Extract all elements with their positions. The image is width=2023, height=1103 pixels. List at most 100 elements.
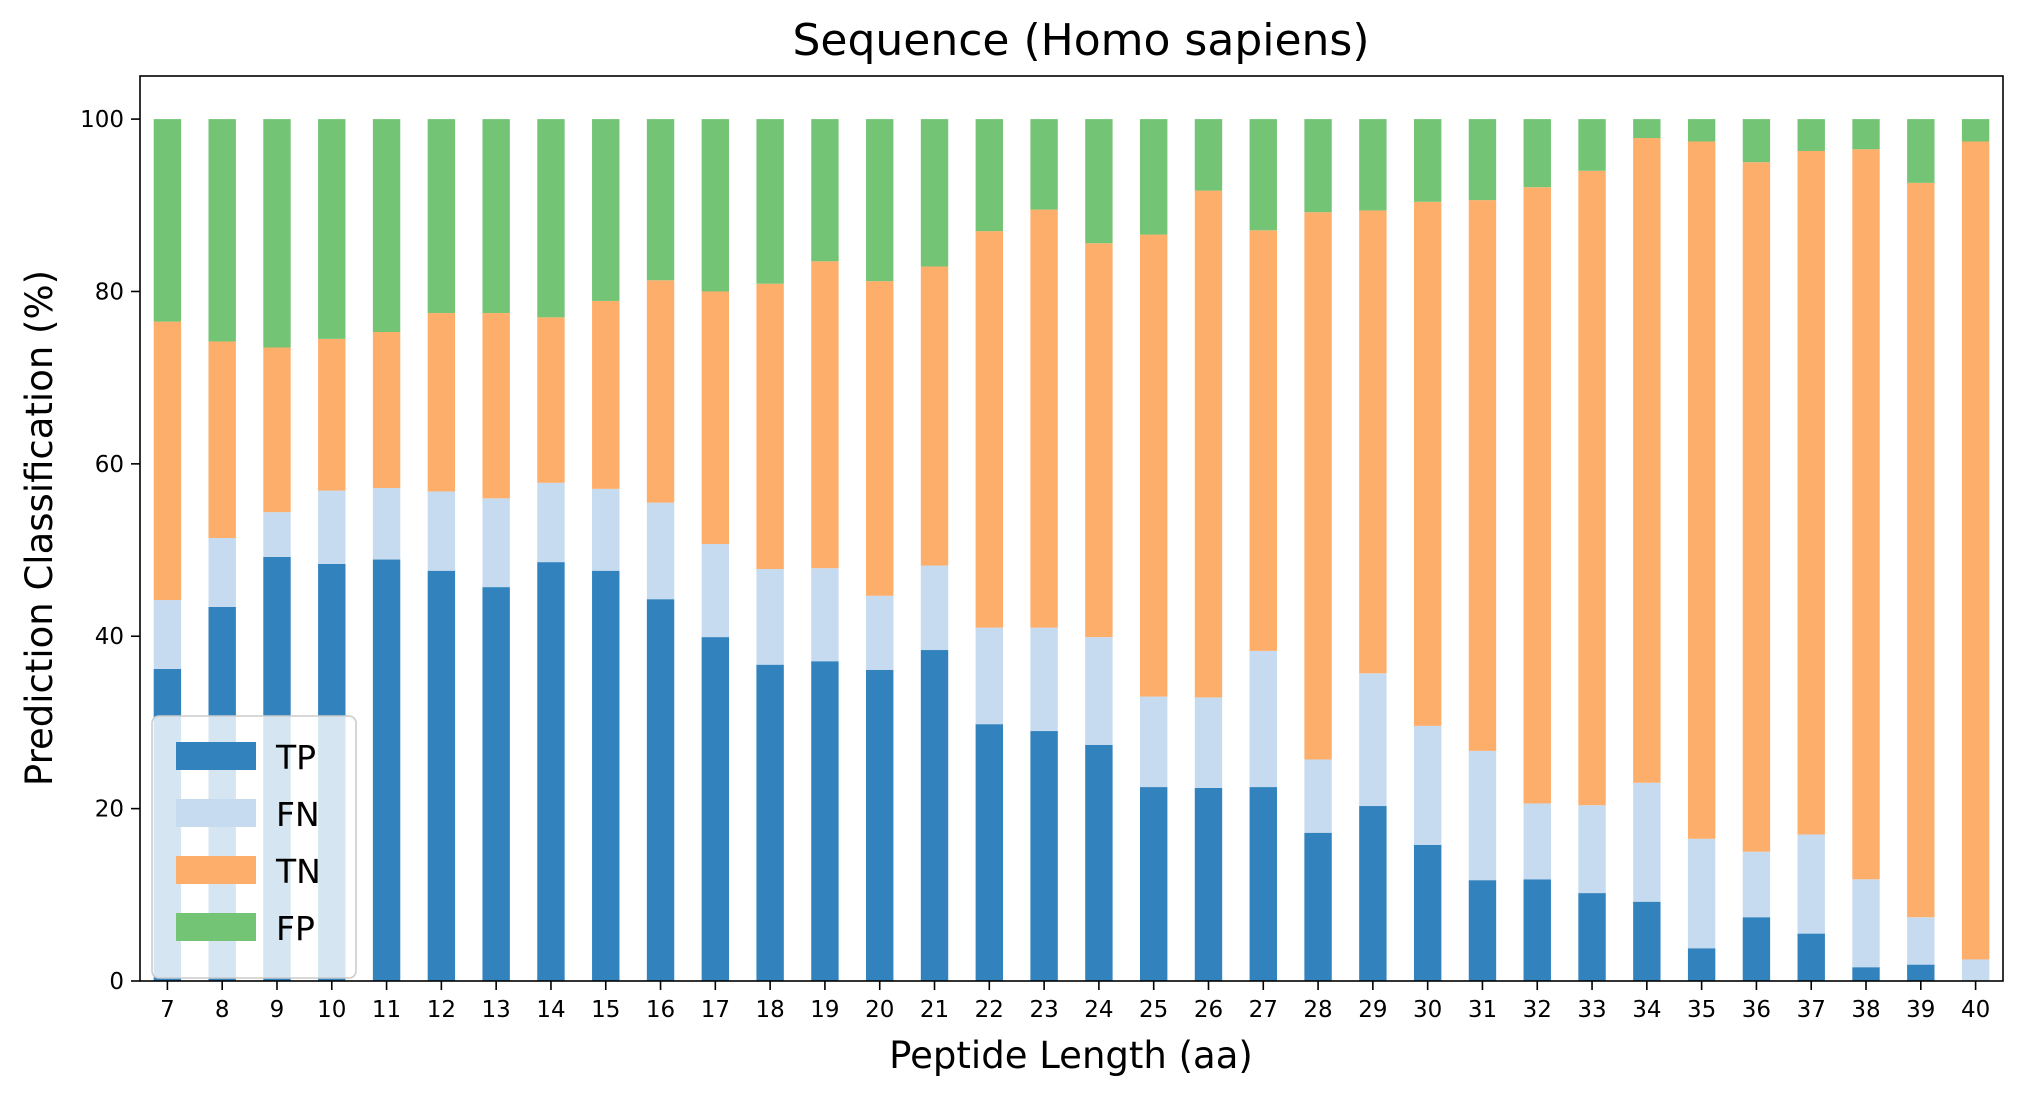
bar-fp-8 — [208, 119, 236, 342]
bar-tn-12 — [427, 313, 456, 492]
bar-tn-20 — [866, 281, 894, 596]
bar-tn-37 — [1797, 150, 1825, 835]
legend-swatch-fp — [176, 913, 256, 941]
bar-fp-25 — [1139, 119, 1168, 235]
legend: TP FN TN FP — [151, 715, 357, 979]
bar-fn-37 — [1797, 834, 1825, 934]
x-tick-label-7: 7 — [160, 997, 175, 1023]
bar-tp-25 — [1139, 787, 1168, 981]
bar-tp-32 — [1523, 879, 1551, 981]
x-axis: 7 8 9 10 11 12 13 14 15 16 17 18 19 20 21 22 23 24 25 26 27 2… — [160, 981, 1990, 1023]
bar-tp-16 — [646, 599, 675, 981]
bar-tn-40 — [1961, 141, 1990, 960]
bar-fp-30 — [1413, 119, 1442, 202]
bar-fp-18 — [756, 119, 784, 284]
legend-swatch-fn — [176, 799, 256, 827]
x-tick-label-40: 40 — [1961, 997, 1990, 1023]
bar-tn-29 — [1359, 210, 1387, 674]
bar-tp-28 — [1304, 832, 1332, 981]
bar-fn-28 — [1304, 759, 1332, 833]
legend-label-tp: TP — [275, 738, 316, 777]
bar-tn-38 — [1852, 149, 1880, 880]
bar-fn-27 — [1249, 650, 1277, 788]
bar-fp-7 — [153, 119, 182, 322]
x-tick-label-12: 12 — [427, 997, 456, 1023]
legend-label-tn: TN — [275, 852, 321, 891]
y-tick-label-20: 20 — [95, 797, 124, 823]
x-tick-label-21: 21 — [920, 997, 949, 1023]
bar-tn-31 — [1468, 200, 1497, 751]
bar-fn-8 — [208, 537, 236, 607]
x-tick-label-17: 17 — [701, 997, 730, 1023]
y-tick-label-40: 40 — [95, 624, 124, 650]
bar-fp-22 — [975, 119, 1004, 232]
bar-tp-33 — [1578, 893, 1606, 981]
bar-fn-16 — [646, 502, 675, 600]
bars-layer — [153, 119, 1990, 981]
bar-tn-17 — [701, 291, 730, 545]
x-tick-label-27: 27 — [1249, 997, 1278, 1023]
bar-tn-8 — [208, 341, 236, 538]
bar-fp-26 — [1194, 119, 1223, 191]
bar-fn-32 — [1523, 803, 1551, 880]
x-tick-label-13: 13 — [482, 997, 511, 1023]
x-tick-label-37: 37 — [1797, 997, 1826, 1023]
bar-fp-29 — [1359, 119, 1387, 211]
x-tick-label-9: 9 — [270, 997, 285, 1023]
bar-fp-21 — [920, 119, 949, 267]
bar-fn-12 — [427, 491, 456, 571]
bar-fn-20 — [866, 595, 894, 670]
bar-fp-31 — [1468, 119, 1497, 201]
bar-tn-24 — [1085, 243, 1113, 638]
bar-tn-28 — [1304, 212, 1332, 760]
bar-fp-11 — [372, 119, 401, 332]
x-axis-label: Peptide Length (aa) — [889, 1034, 1253, 1077]
bar-tn-10 — [318, 338, 346, 491]
bar-fp-37 — [1797, 119, 1825, 151]
chart-title: Sequence (Homo sapiens) — [792, 15, 1369, 66]
bar-fp-12 — [427, 119, 456, 314]
bar-tp-11 — [372, 559, 401, 981]
bar-tn-30 — [1413, 201, 1442, 726]
bar-fp-9 — [263, 119, 291, 348]
x-tick-label-28: 28 — [1303, 997, 1332, 1023]
bar-fn-39 — [1907, 917, 1935, 965]
x-tick-label-35: 35 — [1687, 997, 1716, 1023]
bar-fn-26 — [1194, 697, 1223, 788]
x-tick-label-38: 38 — [1851, 997, 1880, 1023]
bar-tp-37 — [1797, 933, 1825, 981]
bar-tp-17 — [701, 637, 730, 981]
x-tick-label-34: 34 — [1632, 997, 1661, 1023]
bar-tp-20 — [866, 669, 894, 981]
bar-fn-13 — [482, 498, 510, 588]
bar-fn-36 — [1742, 851, 1771, 918]
bar-tn-34 — [1633, 138, 1661, 783]
bar-fn-7 — [153, 600, 182, 669]
legend-label-fn: FN — [276, 795, 320, 834]
bar-tn-39 — [1907, 182, 1935, 918]
bar-tn-33 — [1578, 170, 1606, 806]
bar-tp-30 — [1413, 844, 1442, 981]
bar-tn-7 — [153, 321, 182, 601]
bar-fp-32 — [1523, 119, 1551, 188]
x-tick-label-25: 25 — [1139, 997, 1168, 1023]
bar-tn-35 — [1687, 141, 1716, 839]
bar-fn-40 — [1961, 959, 1990, 981]
bar-fp-38 — [1852, 119, 1880, 150]
bar-fn-19 — [811, 568, 839, 662]
bar-fp-40 — [1961, 119, 1990, 142]
bar-fn-38 — [1852, 879, 1880, 968]
bar-fp-24 — [1085, 119, 1113, 244]
bar-tn-25 — [1139, 234, 1168, 697]
bar-fn-15 — [592, 488, 620, 571]
bar-tn-14 — [537, 317, 565, 483]
bar-tp-21 — [920, 650, 949, 981]
bar-fn-30 — [1413, 725, 1442, 845]
bar-tn-19 — [811, 261, 839, 569]
x-tick-label-30: 30 — [1413, 997, 1442, 1023]
bar-fn-14 — [537, 482, 565, 563]
bar-tp-35 — [1687, 948, 1716, 981]
bar-tn-27 — [1249, 230, 1277, 651]
